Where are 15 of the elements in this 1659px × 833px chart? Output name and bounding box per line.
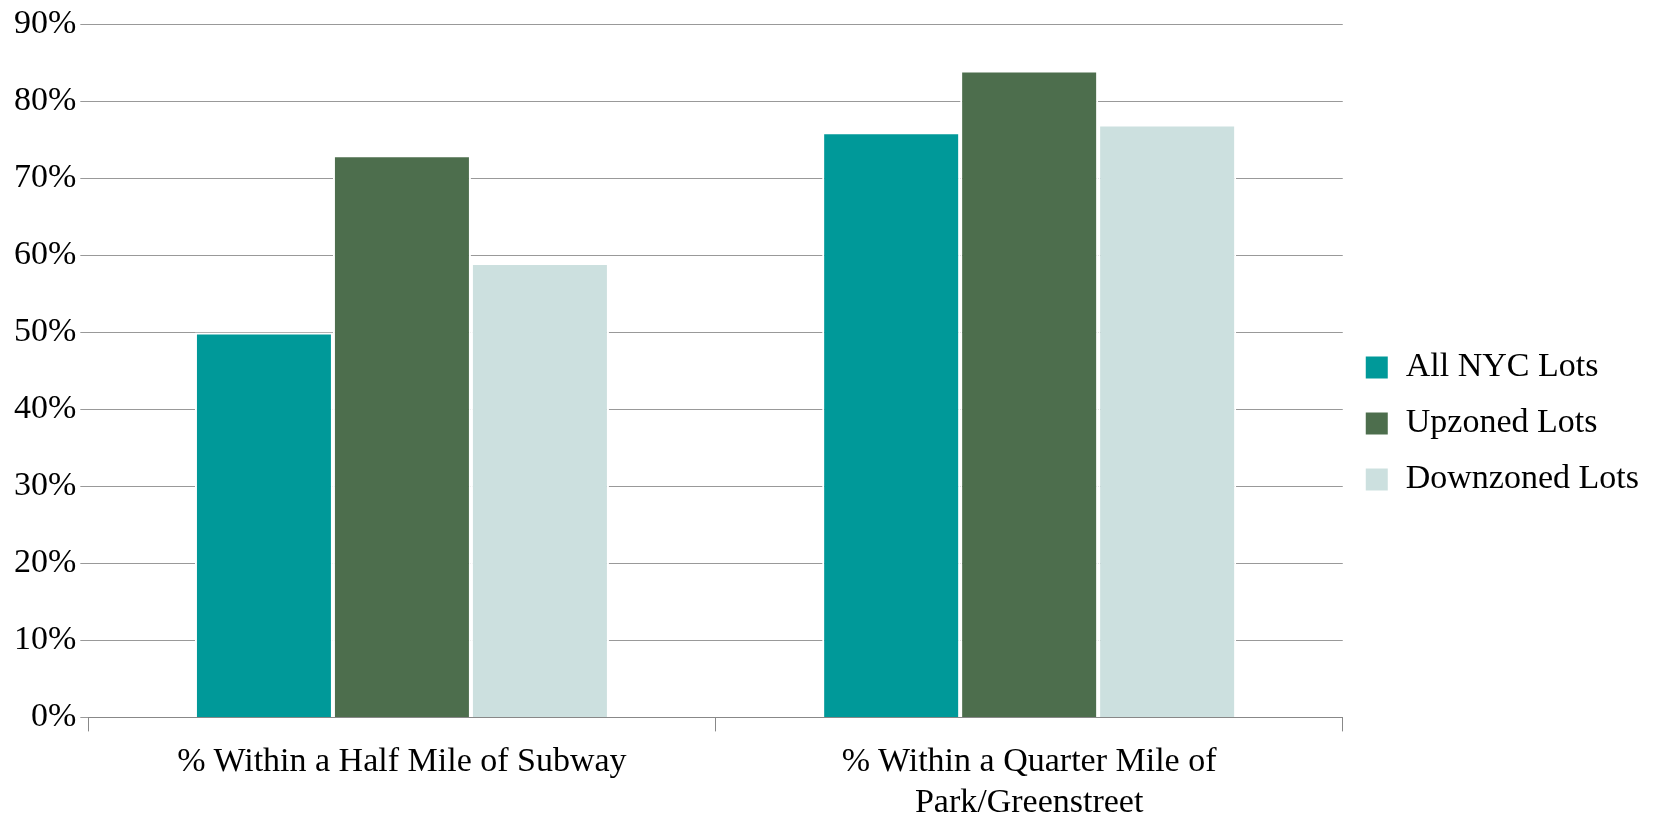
- legend-label: All NYC Lots: [1405, 346, 1599, 384]
- y-tick-label: 20%: [13, 542, 77, 580]
- x-tick-label: % Within a Half Mile of Subway: [177, 740, 627, 778]
- y-tick-label: 10%: [13, 619, 77, 657]
- legend-label: Upzoned Lots: [1405, 402, 1598, 440]
- legend-label: Downzoned Lots: [1405, 458, 1640, 496]
- y-tick-label: 50%: [13, 311, 77, 349]
- y-tick-label: 70%: [13, 157, 77, 195]
- y-tick-label: 30%: [13, 465, 77, 503]
- y-tick-label: 60%: [13, 234, 77, 272]
- x-tick-label: % Within a Quarter Mile of Park/Greenstreet: [841, 740, 1218, 819]
- y-tick-label: 90%: [13, 3, 77, 41]
- y-tick-label: 80%: [13, 80, 77, 118]
- y-tick-label: 40%: [13, 388, 77, 426]
- y-tick-label: 0%: [30, 696, 77, 734]
